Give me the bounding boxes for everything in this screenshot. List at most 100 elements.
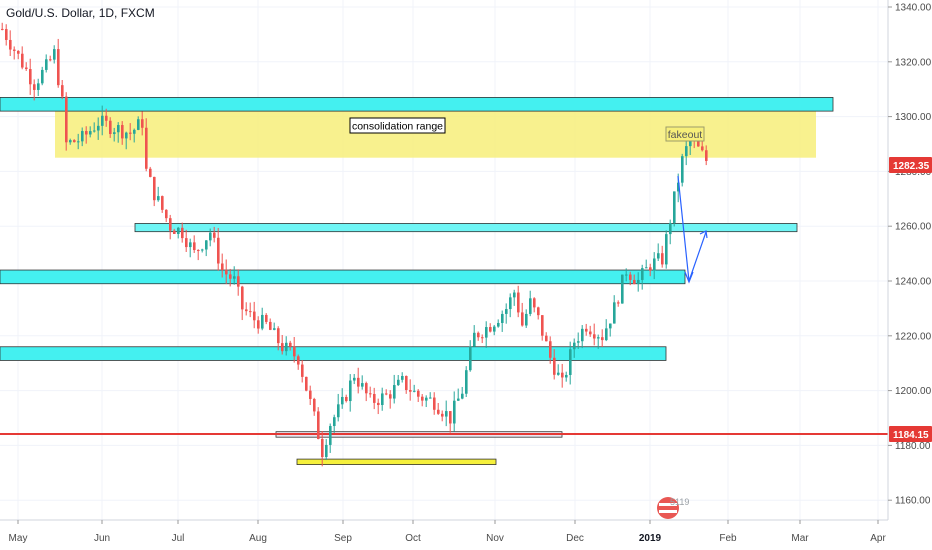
candle-body[interactable] (569, 349, 572, 375)
candle-body[interactable] (101, 115, 104, 126)
candle-body[interactable] (613, 302, 616, 324)
candle-body[interactable] (585, 328, 588, 332)
candle-body[interactable] (581, 328, 584, 342)
candle-body[interactable] (301, 364, 304, 377)
zone-zone-1260[interactable] (134, 223, 798, 233)
candle-body[interactable] (481, 337, 484, 339)
zone-zone-1240[interactable] (0, 269, 686, 285)
candle-body[interactable] (25, 67, 28, 70)
candle-body[interactable] (37, 83, 40, 90)
candle-body[interactable] (125, 132, 128, 139)
candle-body[interactable] (69, 140, 72, 143)
candle-body[interactable] (473, 332, 476, 347)
candle-body[interactable] (153, 176, 156, 201)
candle-body[interactable] (185, 238, 188, 248)
candle-body[interactable] (465, 370, 468, 394)
candle-body[interactable] (33, 84, 36, 90)
candle-body[interactable] (81, 131, 84, 142)
candle-body[interactable] (345, 396, 348, 402)
candle-body[interactable] (553, 357, 556, 375)
candle-body[interactable] (21, 53, 24, 68)
candle-body[interactable] (493, 326, 496, 332)
candle-body[interactable] (217, 237, 220, 264)
candle-body[interactable] (629, 274, 632, 280)
candle-body[interactable] (281, 343, 284, 352)
candle-body[interactable] (117, 125, 120, 133)
candle-body[interactable] (437, 409, 440, 414)
candle-body[interactable] (357, 377, 360, 387)
candle-body[interactable] (685, 146, 688, 157)
candle-body[interactable] (241, 286, 244, 310)
candle-body[interactable] (61, 85, 64, 97)
candle-body[interactable] (97, 125, 100, 131)
candle-body[interactable] (597, 337, 600, 339)
candle-body[interactable] (53, 49, 56, 60)
candle-body[interactable] (477, 332, 480, 338)
candle-body[interactable] (49, 59, 52, 61)
candle-body[interactable] (289, 342, 292, 347)
candle-body[interactable] (397, 379, 400, 386)
candle-body[interactable] (601, 337, 604, 341)
candle-body[interactable] (57, 49, 60, 86)
candle-body[interactable] (705, 150, 708, 161)
zone-resistance-1300[interactable] (0, 97, 834, 112)
candle-body[interactable] (373, 393, 376, 403)
candle-body[interactable] (193, 242, 196, 251)
candle-body[interactable] (617, 302, 620, 304)
candle-body[interactable] (485, 327, 488, 338)
candle-body[interactable] (593, 334, 596, 339)
candle-body[interactable] (405, 375, 408, 391)
candle-body[interactable] (637, 279, 640, 285)
candle-body[interactable] (673, 191, 676, 224)
candle-body[interactable] (165, 209, 168, 219)
candle-body[interactable] (93, 130, 96, 132)
candle-body[interactable] (565, 374, 568, 378)
candle-body[interactable] (233, 276, 236, 279)
candle-body[interactable] (309, 390, 312, 399)
candle-body[interactable] (609, 323, 612, 329)
candle-body[interactable] (489, 327, 492, 332)
candle-body[interactable] (341, 396, 344, 405)
candle-body[interactable] (41, 69, 44, 84)
candle-body[interactable] (277, 328, 280, 344)
candle-body[interactable] (269, 321, 272, 330)
candle-body[interactable] (369, 393, 372, 395)
candle-body[interactable] (17, 50, 20, 54)
candle-body[interactable] (641, 268, 644, 280)
candle-body[interactable] (173, 230, 176, 235)
candle-body[interactable] (413, 390, 416, 392)
candle-body[interactable] (697, 139, 700, 147)
candle-body[interactable] (605, 328, 608, 341)
candle-body[interactable] (305, 376, 308, 391)
candle-body[interactable] (45, 59, 48, 70)
candle-body[interactable] (365, 383, 368, 394)
candle-body[interactable] (5, 29, 8, 40)
candle-body[interactable] (273, 328, 276, 330)
candle-body[interactable] (669, 223, 672, 235)
candle-body[interactable] (205, 240, 208, 250)
candle-body[interactable] (361, 383, 364, 387)
candle-body[interactable] (461, 393, 464, 399)
candle-body[interactable] (633, 279, 636, 285)
candle-body[interactable] (321, 438, 324, 458)
candle-body[interactable] (649, 267, 652, 271)
candle-body[interactable] (657, 253, 660, 259)
candle-body[interactable] (105, 115, 108, 121)
candle-body[interactable] (121, 125, 124, 139)
candle-body[interactable] (625, 274, 628, 276)
candle-body[interactable] (501, 313, 504, 323)
candle-body[interactable] (445, 411, 448, 417)
candle-body[interactable] (337, 404, 340, 418)
candle-body[interactable] (237, 276, 240, 287)
candle-body[interactable] (665, 234, 668, 265)
candle-body[interactable] (9, 39, 12, 50)
candle-body[interactable] (209, 232, 212, 241)
candle-body[interactable] (109, 120, 112, 135)
candle-body[interactable] (161, 196, 164, 210)
candle-body[interactable] (417, 390, 420, 397)
candle-body[interactable] (349, 380, 352, 402)
candle-body[interactable] (433, 397, 436, 410)
candle-body[interactable] (177, 227, 180, 235)
candle-body[interactable] (389, 394, 392, 399)
